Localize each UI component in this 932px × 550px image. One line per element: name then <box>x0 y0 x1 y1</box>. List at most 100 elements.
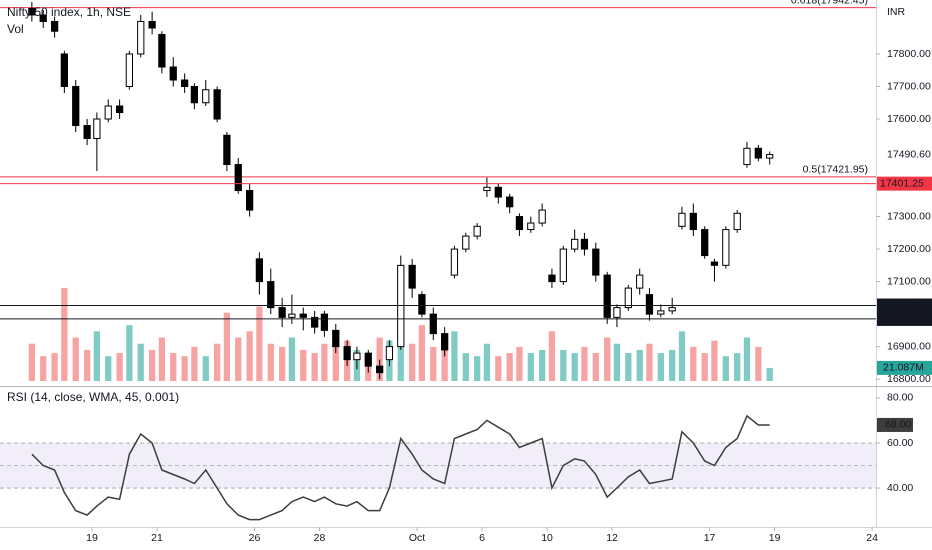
candle-body <box>125 53 133 87</box>
volume-bar <box>690 346 697 381</box>
chart-title: Nifty 50 index, 1h, NSE <box>7 5 131 19</box>
volume-bar <box>548 331 556 381</box>
volume-bar <box>256 306 263 381</box>
candle-body <box>624 287 632 309</box>
candle-body <box>353 352 361 361</box>
candle-body <box>385 346 394 361</box>
candle-body <box>668 307 676 312</box>
volume-bar <box>430 346 437 381</box>
volume-bar <box>483 343 491 381</box>
x-tick-label: 28 <box>314 532 326 544</box>
volume-bar <box>539 349 546 381</box>
volume-bar <box>148 349 156 381</box>
candle-body <box>766 154 774 159</box>
candle-body <box>28 7 36 16</box>
volume-bar <box>625 353 632 381</box>
candle-body <box>580 238 589 250</box>
candle-body <box>571 238 579 250</box>
candle-body <box>473 225 481 237</box>
volume-bar <box>158 337 166 381</box>
candle-body <box>710 261 719 266</box>
volume-bar <box>246 331 253 381</box>
volume-bar <box>636 349 643 381</box>
candle-body <box>148 20 156 29</box>
rsi-label-box <box>877 417 913 432</box>
candle-body <box>515 216 524 231</box>
candle-body <box>592 248 600 276</box>
candle-body <box>678 212 686 227</box>
candle-body <box>39 14 47 22</box>
price-line-box <box>877 311 932 326</box>
candle-body <box>60 53 68 87</box>
volume-bar <box>235 337 242 381</box>
volume-bar <box>409 343 416 381</box>
candle-body <box>538 209 546 224</box>
candle-body <box>754 147 762 159</box>
volume-bar <box>61 287 68 381</box>
candle-body <box>255 258 264 283</box>
volume-bar <box>214 343 221 381</box>
volume-bar <box>506 353 513 381</box>
candle-body <box>158 33 166 68</box>
volume-bar <box>332 346 339 381</box>
currency-label: INR <box>887 6 906 18</box>
candle-body <box>288 313 296 318</box>
candle-body <box>332 329 340 348</box>
candle-body <box>559 248 567 283</box>
y-tick-label: 17700.00 <box>887 80 931 92</box>
x-tick-label: 21 <box>151 532 163 544</box>
volume-bar <box>734 353 741 381</box>
price-line-label: 17401.25 <box>880 177 924 189</box>
volume-bar <box>441 334 448 381</box>
volume-label: 21.087M <box>883 362 924 374</box>
rsi-label: 68.00 <box>885 419 911 431</box>
candle-body <box>299 313 307 318</box>
candle-body <box>408 264 416 289</box>
price-line-label: 16985.20 <box>880 313 924 325</box>
x-tick-label: 17 <box>704 532 716 544</box>
candle-body <box>93 118 101 140</box>
volume-bar <box>592 353 599 381</box>
fib-level-label: 0.618(17942.45) <box>791 0 868 6</box>
y-tick-label: 17800.00 <box>887 48 931 60</box>
candle-body <box>376 365 384 374</box>
volume-bar <box>202 356 209 381</box>
candle-body <box>72 85 80 127</box>
last-price-label: 17490.60 <box>887 148 931 160</box>
candle-body <box>506 196 514 208</box>
volume-bar <box>755 346 762 381</box>
candle-body <box>494 186 502 198</box>
candle-body <box>83 125 91 140</box>
candle-body <box>267 281 275 309</box>
volume-bar <box>223 312 231 381</box>
volume-bar <box>288 337 296 381</box>
candle-body <box>701 229 709 257</box>
candle-body <box>202 89 210 104</box>
candle-body <box>527 222 535 231</box>
candle-body <box>613 307 621 318</box>
volume-bar <box>462 353 469 381</box>
candle-body <box>645 294 654 315</box>
y-tick-label: 16800.00 <box>887 373 931 385</box>
volume-bar <box>451 331 458 381</box>
volume-bar <box>105 356 112 381</box>
volume-bar <box>604 337 611 381</box>
candle-body <box>733 212 741 231</box>
volume-bar <box>28 343 35 381</box>
candle-body <box>137 20 145 55</box>
volume-bar <box>181 356 188 381</box>
candle-body <box>223 134 231 166</box>
y-tick-label: 17300.00 <box>887 210 931 222</box>
volume-bar <box>669 349 676 381</box>
candle-body <box>364 352 372 367</box>
volume-bar <box>311 353 318 381</box>
candle-body <box>246 190 254 211</box>
volume-bar <box>581 346 588 381</box>
candle-body <box>462 235 470 250</box>
price-line-box <box>877 298 932 313</box>
candle-body <box>278 307 286 318</box>
y-tick-label: 17600.00 <box>887 113 931 125</box>
